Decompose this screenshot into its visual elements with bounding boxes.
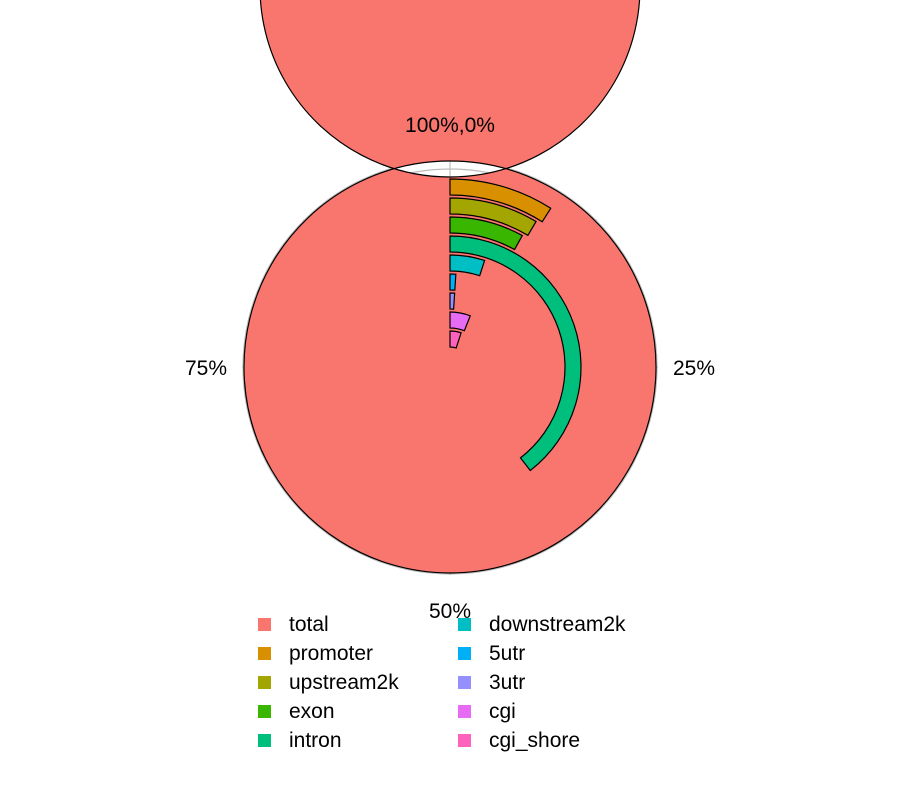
legend-label: intron xyxy=(289,728,342,752)
angle-tick-label: 50% xyxy=(429,600,471,623)
bar-intron xyxy=(449,235,582,472)
legend-key-swatch xyxy=(458,647,471,660)
legend-key-swatch xyxy=(458,676,471,689)
legend-label: promoter xyxy=(289,641,374,665)
legend-item-downstream2k: downstream2k xyxy=(458,610,658,639)
legend: total promoter upstream2k exon intron downstr… xyxy=(258,610,658,755)
bar-exon xyxy=(449,216,524,251)
legend-key-swatch xyxy=(458,705,471,718)
legend-item-cgi_shore: cgi_shore xyxy=(458,726,658,755)
bar-upstream2k xyxy=(449,197,537,237)
legend-item-5utr: 5utr xyxy=(458,639,658,668)
legend-label: exon xyxy=(289,699,335,723)
legend-item-3utr: 3utr xyxy=(458,668,658,697)
legend-item-cgi: cgi xyxy=(458,697,658,726)
bar-cgi xyxy=(449,311,472,332)
legend-label: cgi xyxy=(489,699,516,723)
legend-key-swatch xyxy=(258,676,271,689)
legend-label: cgi_shore xyxy=(489,728,581,752)
bar-downstream2k xyxy=(449,254,486,277)
legend-label: 5utr xyxy=(489,641,526,665)
legend-key-swatch xyxy=(258,647,271,660)
legend-label: total xyxy=(289,612,329,636)
legend-key-swatch xyxy=(258,705,271,718)
legend-key-swatch xyxy=(258,734,271,747)
legend-key-swatch xyxy=(258,618,271,631)
bar-cgi_shore xyxy=(449,330,462,349)
angle-ticks: 100%,0% 25% 50% 75% xyxy=(185,114,715,623)
legend-label: 3utr xyxy=(489,670,526,694)
bar-5utr xyxy=(449,273,457,291)
legend-key-swatch xyxy=(458,734,471,747)
bar-promoter xyxy=(449,178,552,223)
legend-item-upstream2k: upstream2k xyxy=(258,668,458,697)
bar-3utr xyxy=(449,292,456,310)
legend-item-promoter: promoter xyxy=(258,639,458,668)
angle-tick-label: 100%,0% xyxy=(405,114,495,137)
angle-tick-label: 75% xyxy=(185,357,227,380)
legend-label: upstream2k xyxy=(289,670,399,694)
bars xyxy=(243,0,657,574)
legend-label: downstream2k xyxy=(489,612,626,636)
angle-tick-label: 25% xyxy=(673,357,715,380)
legend-key-swatch xyxy=(458,618,471,631)
legend-item-total: total xyxy=(258,610,458,639)
legend-item-intron: intron xyxy=(258,726,458,755)
legend-item-exon: exon xyxy=(258,697,458,726)
